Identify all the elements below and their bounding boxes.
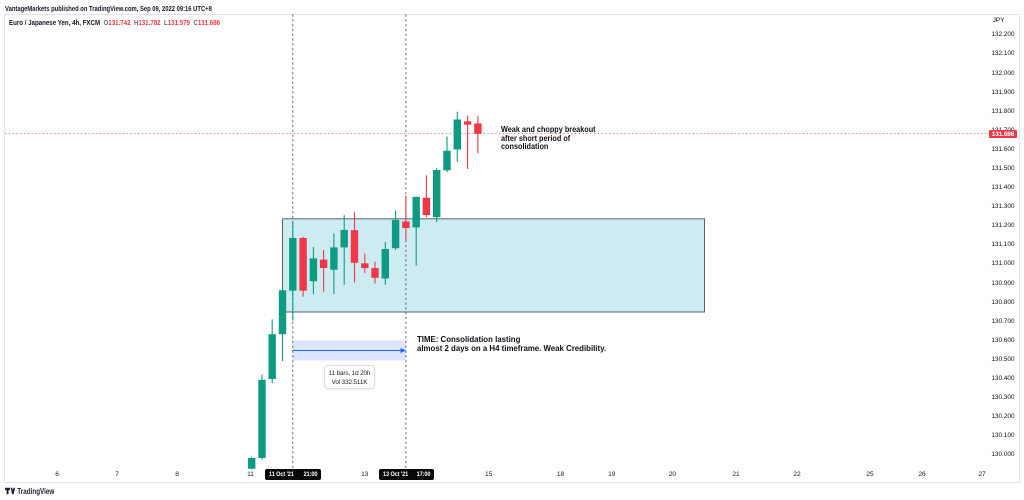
svg-text:TradingView: TradingView	[17, 487, 54, 496]
